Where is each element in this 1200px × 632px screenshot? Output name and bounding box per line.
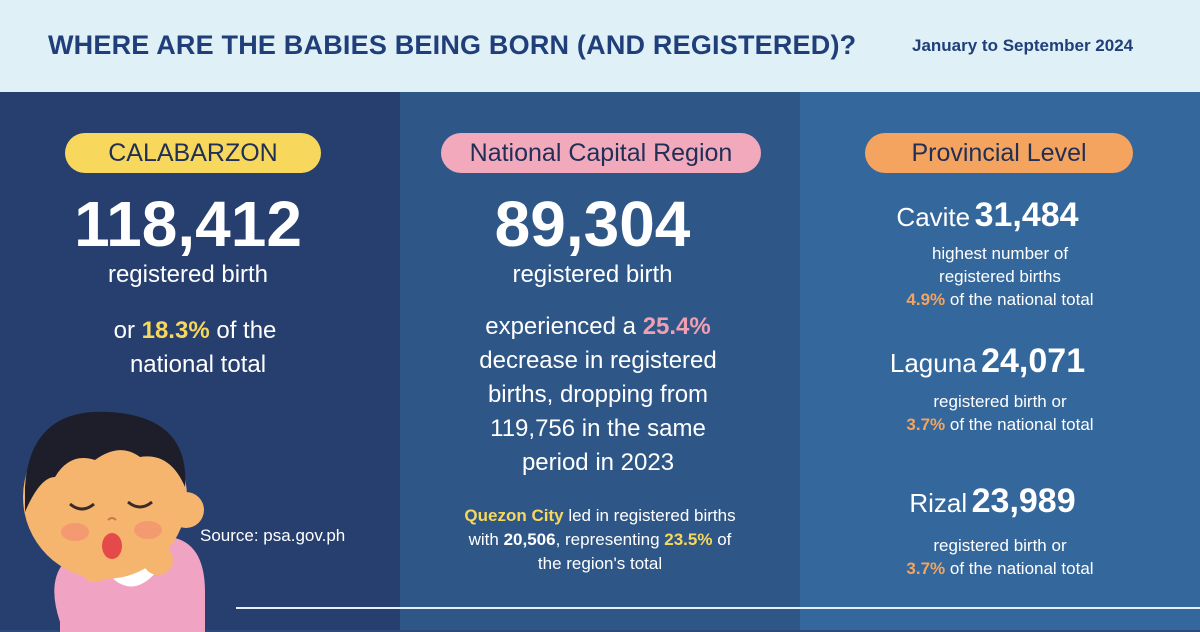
province-value: 31,484	[974, 196, 1079, 234]
ncr-change-prefix: experienced a	[485, 313, 637, 340]
province-cavite-line2: registered births	[939, 267, 1061, 286]
calabarzon-share-prefix: or	[113, 317, 135, 344]
ncr-change-line2: decrease in registered	[479, 347, 717, 374]
qc-text3: of	[717, 530, 732, 549]
province-value: 23,989	[971, 482, 1076, 520]
calabarzon-share-suffix: of the	[216, 317, 277, 344]
calabarzon-pill: CALABARZON	[65, 133, 321, 173]
province-laguna-heading: Laguna 24,071	[800, 342, 1175, 381]
page-title: WHERE ARE THE BABIES BEING BORN (AND REG…	[48, 30, 857, 60]
ncr-value: 89,304	[494, 188, 691, 260]
qc-line2: with 20,506, representing 23.5% of	[400, 528, 800, 552]
province-cavite-line3: 4.9% of the national total	[800, 288, 1200, 312]
sleeping-baby-illustration	[23, 411, 206, 632]
provincial-pill: Provincial Level	[865, 133, 1133, 173]
province-cavite-heading: Cavite 31,484	[800, 196, 1175, 235]
qc-line1: Quezon City led in registered births	[400, 504, 800, 528]
provincial-panel: Provincial Level Cavite 31,484 highest n…	[800, 92, 1200, 630]
qc-name: Quezon City	[464, 506, 564, 525]
province-pct: 3.7%	[906, 559, 946, 578]
calabarzon-share-line2: national total	[129, 351, 267, 378]
province-name: Cavite	[896, 202, 971, 232]
province-value: 24,071	[981, 342, 1086, 380]
period-label: January to September 2024	[912, 36, 1134, 55]
province-pct: 3.7%	[906, 415, 946, 434]
province-name: Laguna	[889, 348, 977, 378]
calabarzon-label: CALABARZON	[108, 139, 278, 167]
province-laguna-line1: registered birth or	[933, 392, 1067, 411]
calabarzon-share-pct: 18.3%	[141, 317, 210, 344]
province-rizal-line2: 3.7% of the national total	[800, 557, 1200, 581]
ncr-change-pct: 25.4%	[642, 313, 711, 340]
province-pct: 4.9%	[906, 290, 946, 309]
ncr-change-line4: 119,756 in the same	[490, 415, 706, 442]
provincial-label: Provincial Level	[911, 139, 1087, 167]
province-rizal-heading: Rizal 23,989	[800, 482, 1185, 521]
calabarzon-share-line1: or 18.3% of the	[0, 314, 390, 348]
province-cavite-line1: highest number of	[931, 244, 1069, 263]
ncr-change-line3: births, dropping from	[487, 381, 709, 408]
province-pct-suffix: of the national total	[949, 559, 1094, 578]
qc-with: with	[468, 530, 499, 549]
qc-text2: , representing	[555, 530, 660, 549]
ncr-label: National Capital Region	[469, 139, 733, 167]
header-banner: WHERE ARE THE BABIES BEING BORN (AND REG…	[0, 0, 1200, 92]
province-name: Rizal	[909, 488, 968, 518]
province-rizal-line1: registered birth or	[933, 536, 1067, 555]
calabarzon-panel: CALABARZON 118,412 registered birth or 1…	[0, 92, 400, 632]
source-text: Source: psa.gov.ph	[200, 526, 346, 545]
ncr-change-line1: experienced a 25.4%	[400, 310, 796, 344]
province-laguna-line2: 3.7% of the national total	[800, 413, 1200, 437]
bottom-divider	[236, 607, 1200, 609]
ncr-panel: National Capital Region 89,304 registere…	[400, 92, 800, 630]
calabarzon-unit: registered birth	[107, 261, 269, 288]
qc-pct: 23.5%	[664, 530, 713, 549]
province-pct-suffix: of the national total	[949, 290, 1094, 309]
qc-line3: the region's total	[537, 554, 663, 573]
calabarzon-value: 118,412	[74, 188, 302, 260]
province-pct-suffix: of the national total	[949, 415, 1094, 434]
ncr-pill: National Capital Region	[441, 133, 761, 173]
ncr-unit: registered birth	[512, 261, 673, 288]
qc-text1: led in registered births	[568, 506, 736, 525]
qc-value: 20,506	[503, 530, 556, 549]
ncr-change-line5: period in 2023	[521, 449, 675, 476]
